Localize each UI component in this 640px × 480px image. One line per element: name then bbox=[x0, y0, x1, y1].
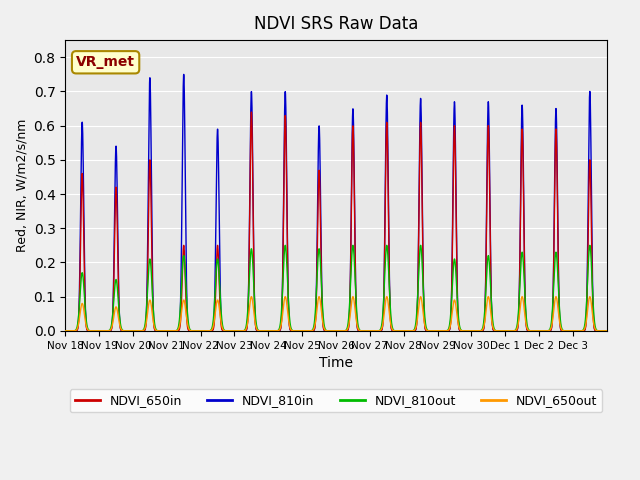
Y-axis label: Red, NIR, W/m2/s/nm: Red, NIR, W/m2/s/nm bbox=[15, 119, 28, 252]
Title: NDVI SRS Raw Data: NDVI SRS Raw Data bbox=[254, 15, 418, 33]
Legend: NDVI_650in, NDVI_810in, NDVI_810out, NDVI_650out: NDVI_650in, NDVI_810in, NDVI_810out, NDV… bbox=[70, 389, 602, 412]
Text: VR_met: VR_met bbox=[76, 55, 135, 69]
X-axis label: Time: Time bbox=[319, 356, 353, 370]
